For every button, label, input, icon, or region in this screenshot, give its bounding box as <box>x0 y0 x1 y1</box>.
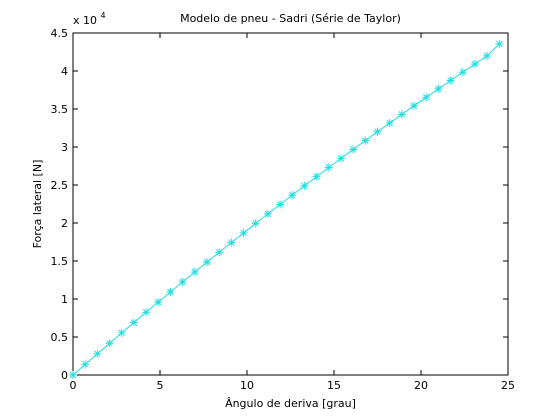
data-point-marker <box>142 308 151 317</box>
data-point-marker <box>483 51 492 60</box>
data-point-marker <box>373 127 382 136</box>
data-point-marker <box>202 258 211 267</box>
series-layer <box>69 40 504 379</box>
data-point-marker <box>288 191 297 200</box>
y-axis-exponent-base: x 10 <box>73 14 97 27</box>
data-point-marker <box>117 328 126 337</box>
data-point-marker <box>263 209 272 218</box>
x-tick-label: 15 <box>327 379 341 392</box>
data-point-marker <box>69 371 77 379</box>
data-point-marker <box>251 219 260 228</box>
data-point-marker <box>336 154 345 163</box>
data-point-marker <box>93 349 102 358</box>
data-point-marker <box>81 360 90 369</box>
y-axis-label: Força lateral [N] <box>31 160 44 249</box>
data-point-marker <box>397 110 406 119</box>
x-tick-label: 5 <box>157 379 164 392</box>
data-point-marker <box>300 181 309 190</box>
y-tick-label: 2.5 <box>51 179 69 192</box>
data-point-marker <box>361 136 370 145</box>
data-point-marker <box>178 277 187 286</box>
data-point-marker <box>227 238 236 247</box>
y-tick-label: 2 <box>61 217 68 230</box>
data-point-marker <box>129 318 138 327</box>
x-tick-label: 20 <box>414 379 428 392</box>
data-point-marker <box>410 101 419 110</box>
y-tick-label: 1 <box>61 293 68 306</box>
y-axis-exponent: x 10 4 <box>73 11 106 27</box>
data-point-marker <box>154 298 163 307</box>
y-tick-label: 4 <box>61 65 68 78</box>
y-tick-label: 1.5 <box>51 255 69 268</box>
data-point-marker <box>105 339 114 348</box>
data-point-marker <box>470 60 479 69</box>
x-axis-label: Ângulo de deriva [grau] <box>225 397 356 410</box>
y-tick-label: 3.5 <box>51 103 69 116</box>
data-point-marker <box>239 228 248 237</box>
plot-area <box>72 32 509 376</box>
x-tick-label: 0 <box>70 379 77 392</box>
data-point-marker <box>324 163 333 172</box>
y-tick-label: 0.5 <box>51 331 69 344</box>
data-point-marker <box>434 84 443 93</box>
data-point-marker <box>190 268 199 277</box>
data-point-marker <box>166 288 175 297</box>
data-point-marker <box>276 200 285 209</box>
data-point-marker <box>422 93 431 102</box>
y-axis-exponent-power: 4 <box>101 11 106 20</box>
data-point-marker <box>215 248 224 257</box>
chart-title: Modelo de pneu - Sadri (Série de Taylor) <box>180 12 401 25</box>
data-point-marker <box>385 119 394 128</box>
x-tick-label: 25 <box>501 379 515 392</box>
data-point-marker <box>458 68 467 77</box>
data-point-marker <box>312 172 321 181</box>
x-tick-label: 10 <box>240 379 254 392</box>
data-point-marker <box>495 40 504 49</box>
y-tick-label: 4.5 <box>51 27 69 40</box>
data-point-marker <box>446 76 455 85</box>
y-tick-label: 0 <box>61 369 68 382</box>
y-tick-label: 3 <box>61 141 68 154</box>
data-point-marker <box>349 145 358 154</box>
